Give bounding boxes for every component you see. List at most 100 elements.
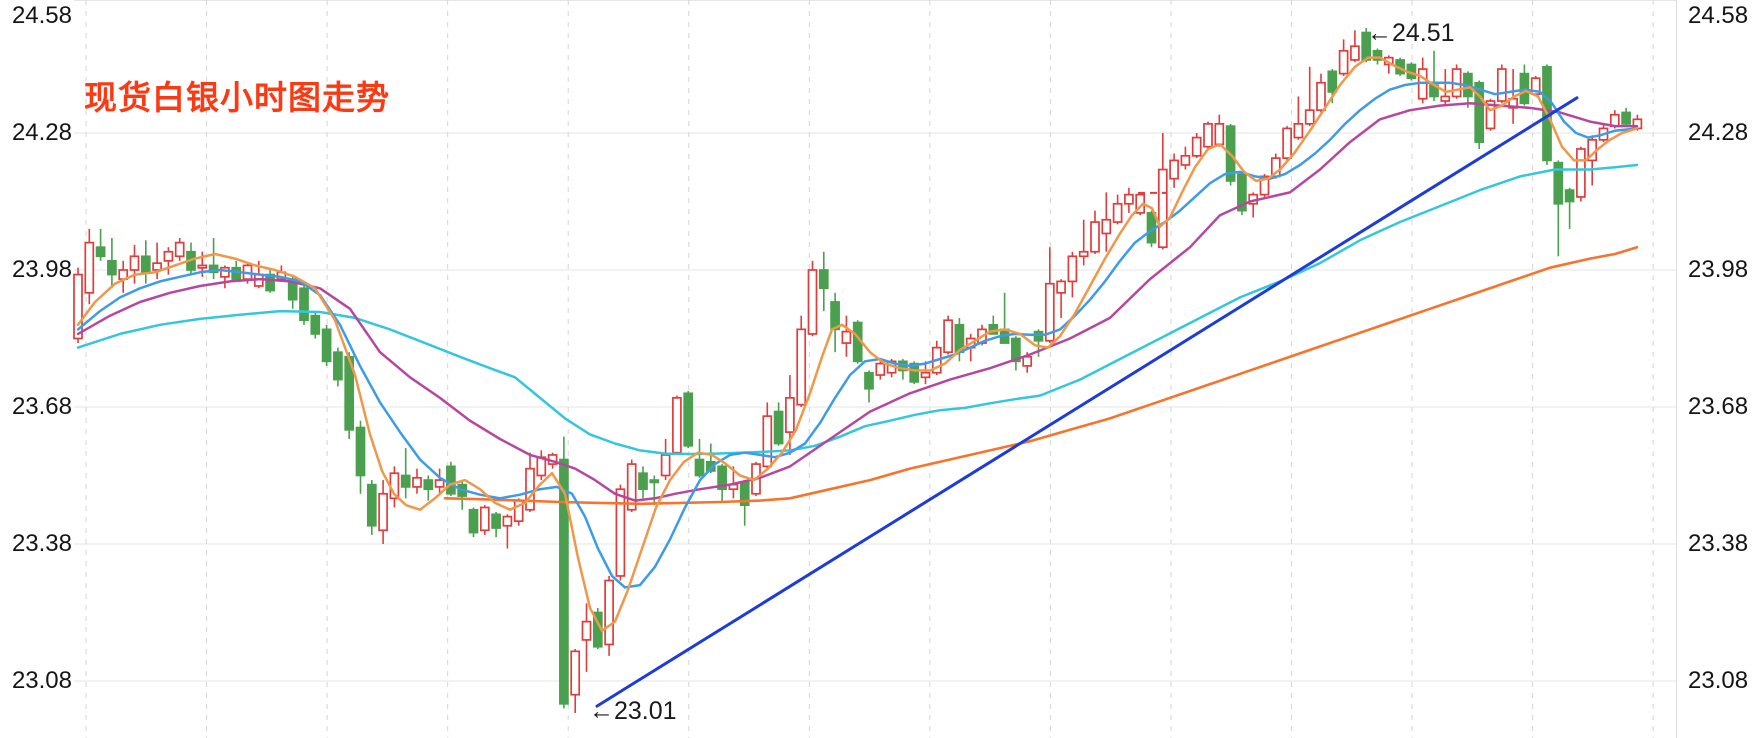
- horizontal-gridlines: [74, 0, 1676, 682]
- candle-down: [1564, 189, 1575, 203]
- candle-up: [762, 415, 773, 468]
- candle-up: [502, 515, 513, 527]
- candle-up: [1282, 127, 1292, 159]
- y-axis-label-right: 23.98: [1688, 255, 1749, 283]
- candle-down: [310, 314, 321, 335]
- candle-down: [1033, 330, 1044, 342]
- candle-up: [660, 454, 671, 477]
- candle-down: [1011, 337, 1021, 363]
- candle-down: [909, 362, 920, 383]
- annotation-session-low: ←23.01: [589, 697, 677, 725]
- candle-up: [1169, 159, 1179, 180]
- candle-down: [299, 287, 309, 322]
- y-axis-label-left: 23.68: [11, 392, 72, 420]
- candle-down: [683, 392, 694, 447]
- y-axis-label-left: 23.98: [11, 255, 72, 283]
- candle-up: [604, 579, 614, 646]
- y-axis-label-left: 23.38: [11, 529, 72, 557]
- candle-up: [152, 262, 162, 271]
- candle-up: [1304, 109, 1315, 125]
- candle-up: [1259, 175, 1270, 196]
- candle-up: [615, 488, 626, 577]
- candle-up: [163, 250, 174, 262]
- y-axis-label-left: 23.08: [11, 667, 72, 694]
- candle-up: [84, 241, 95, 294]
- candle-up: [1157, 168, 1168, 249]
- candle-down: [638, 472, 648, 491]
- candle-up: [1078, 250, 1089, 258]
- candle-down: [95, 246, 106, 258]
- y-axis-label-left: 24.28: [11, 118, 72, 146]
- candle-up: [581, 620, 592, 641]
- candle-down: [559, 458, 569, 705]
- ma-blue-line: [76, 81, 1639, 589]
- candle-down: [1621, 111, 1631, 125]
- candle-up: [1214, 123, 1225, 146]
- candle-up: [1496, 68, 1507, 102]
- ma-fast-orange-line: [76, 56, 1639, 633]
- candle-down: [717, 465, 727, 491]
- candle-down: [1474, 81, 1485, 143]
- ma-slow-orange-line: [443, 245, 1639, 506]
- candle-up: [1056, 280, 1066, 294]
- candle-up: [1293, 123, 1304, 139]
- candle-up: [1044, 282, 1055, 342]
- candle-up: [1090, 221, 1100, 253]
- ma-magenta-line: [76, 102, 1639, 502]
- candle-up: [1067, 255, 1078, 283]
- candle-down: [1237, 173, 1247, 212]
- candle-up: [412, 476, 422, 488]
- candle-up: [1124, 193, 1134, 205]
- candle-up: [807, 269, 818, 335]
- candle-up: [378, 492, 388, 532]
- candle-down: [694, 458, 705, 477]
- candle-down: [1553, 161, 1564, 205]
- y-axis-label-right: 23.38: [1688, 529, 1749, 557]
- candle-up: [1440, 95, 1451, 102]
- y-axis-label-right: 23.08: [1688, 667, 1749, 694]
- candle-up: [1576, 148, 1586, 198]
- y-axis-label-right: 23.68: [1688, 392, 1749, 420]
- candle-down: [140, 255, 151, 274]
- candle-up: [1112, 202, 1123, 223]
- y-axis-label-right: 24.28: [1688, 118, 1749, 146]
- candle-down: [333, 351, 343, 381]
- candle-up: [129, 255, 140, 271]
- candle-up: [174, 241, 185, 258]
- candle-down: [468, 508, 479, 534]
- candle-up: [796, 328, 807, 406]
- ma-cyan-line: [76, 163, 1639, 456]
- candle-down: [355, 426, 366, 477]
- vertical-gridlines: [85, 0, 1654, 738]
- candle-up: [525, 467, 535, 511]
- candle-up: [626, 463, 637, 511]
- candle-up: [1485, 100, 1496, 130]
- candles-group: [73, 27, 1643, 713]
- candle-down: [423, 479, 434, 491]
- candle-up: [672, 397, 682, 454]
- candle-up: [1203, 123, 1213, 148]
- candle-down: [446, 465, 456, 495]
- candle-down: [107, 260, 117, 276]
- candle-up: [1101, 218, 1112, 235]
- trendline-blue: [595, 96, 1579, 708]
- candle-down: [830, 301, 840, 331]
- candle-down: [1327, 70, 1338, 93]
- candle-down: [818, 269, 829, 290]
- candle-down: [705, 460, 716, 472]
- candle-down: [400, 474, 411, 488]
- candle-up: [197, 264, 208, 269]
- candle-up: [875, 362, 886, 376]
- candle-up: [1350, 45, 1360, 61]
- candle-down: [864, 371, 874, 390]
- candle-up: [434, 479, 445, 488]
- chart-title: 现货白银小时图走势: [84, 79, 390, 116]
- candle-up: [73, 273, 83, 340]
- candle-down: [491, 513, 501, 529]
- candle-up: [1180, 154, 1191, 166]
- candle-down: [1372, 49, 1383, 61]
- candle-up: [479, 506, 490, 532]
- y-axis-label-left: 24.58: [11, 2, 72, 29]
- candle-up: [943, 319, 953, 354]
